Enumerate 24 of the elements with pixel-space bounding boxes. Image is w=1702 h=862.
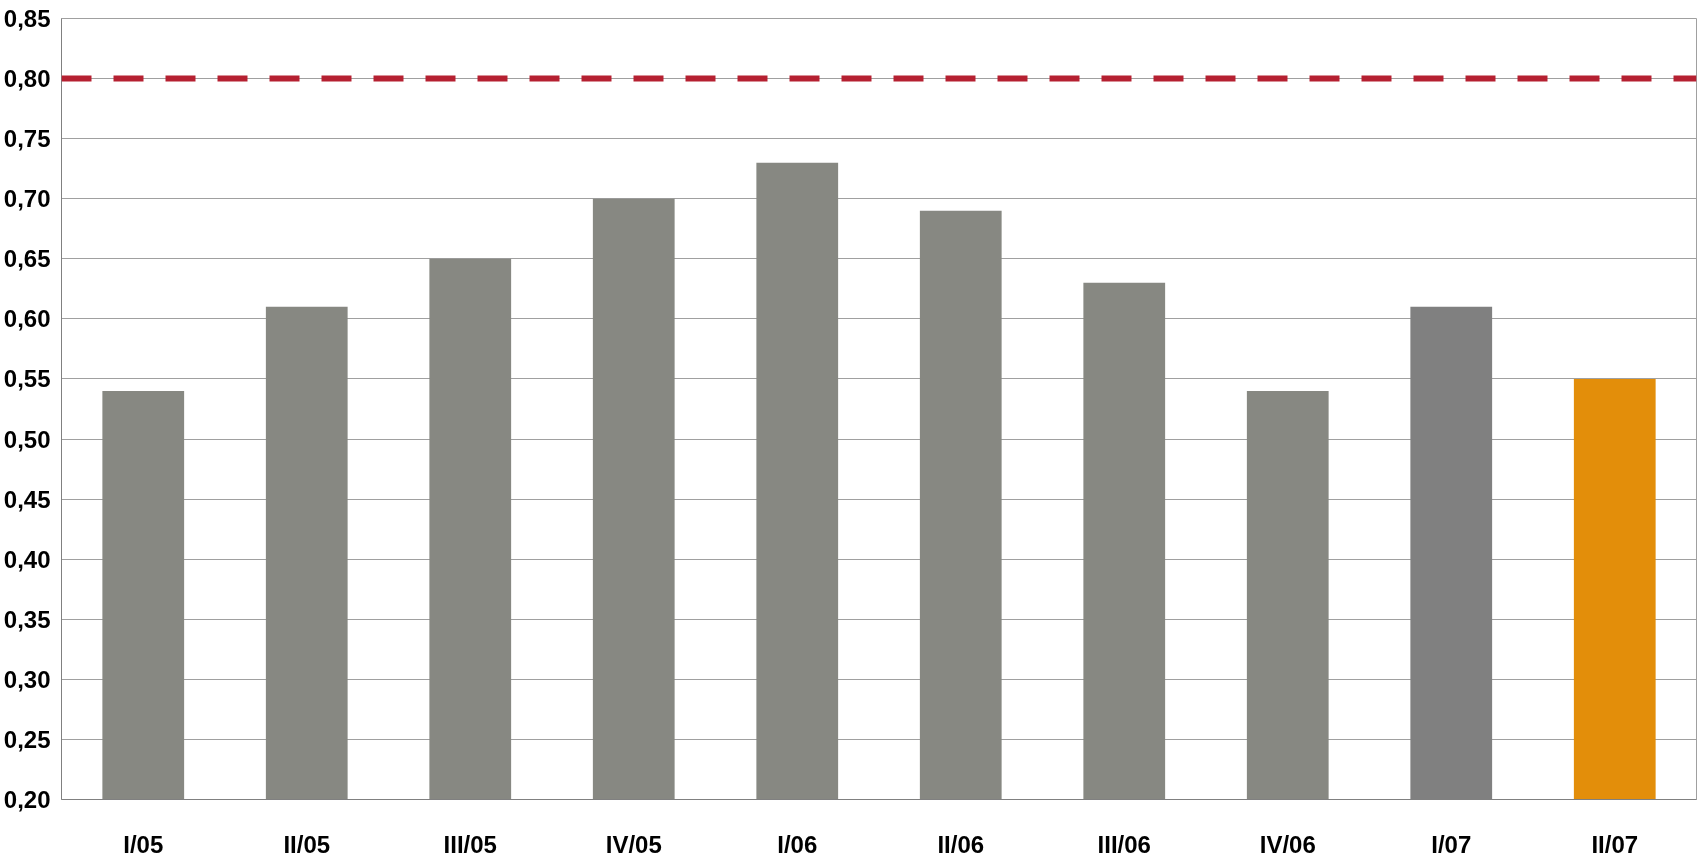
y-tick-label: 0,40	[3, 545, 51, 573]
y-tick-label: 0,50	[3, 425, 51, 453]
x-tick-label: IV/05	[605, 830, 662, 858]
y-tick-label: 0,20	[3, 786, 51, 813]
x-tick-label: I/05	[123, 830, 164, 858]
y-tick-label: 0,60	[3, 305, 51, 333]
x-tick-label: I/06	[777, 830, 818, 858]
y-tick-label: 0,65	[3, 245, 51, 273]
y-tick-label: 0,70	[3, 185, 51, 213]
x-tick-label: II/06	[937, 830, 985, 858]
x-tick-label: III/06	[1097, 830, 1151, 858]
x-tick-label: II/05	[283, 830, 331, 858]
x-tick-label: II/07	[1591, 830, 1639, 858]
x-tick-label: III/05	[443, 830, 497, 858]
y-tick-label: 0,85	[3, 5, 51, 32]
y-tick-label: 0,45	[3, 485, 51, 513]
y-tick-label: 0,80	[3, 65, 51, 93]
y-tick-label: 0,55	[3, 365, 51, 393]
x-tick-label: I/07	[1431, 830, 1472, 858]
y-tick-label: 0,30	[3, 665, 51, 693]
y-tick-label: 0,25	[3, 725, 51, 753]
y-tick-label: 0,35	[3, 605, 51, 633]
y-tick-label: 0,75	[3, 125, 51, 153]
x-tick-label: IV/06	[1259, 830, 1316, 858]
